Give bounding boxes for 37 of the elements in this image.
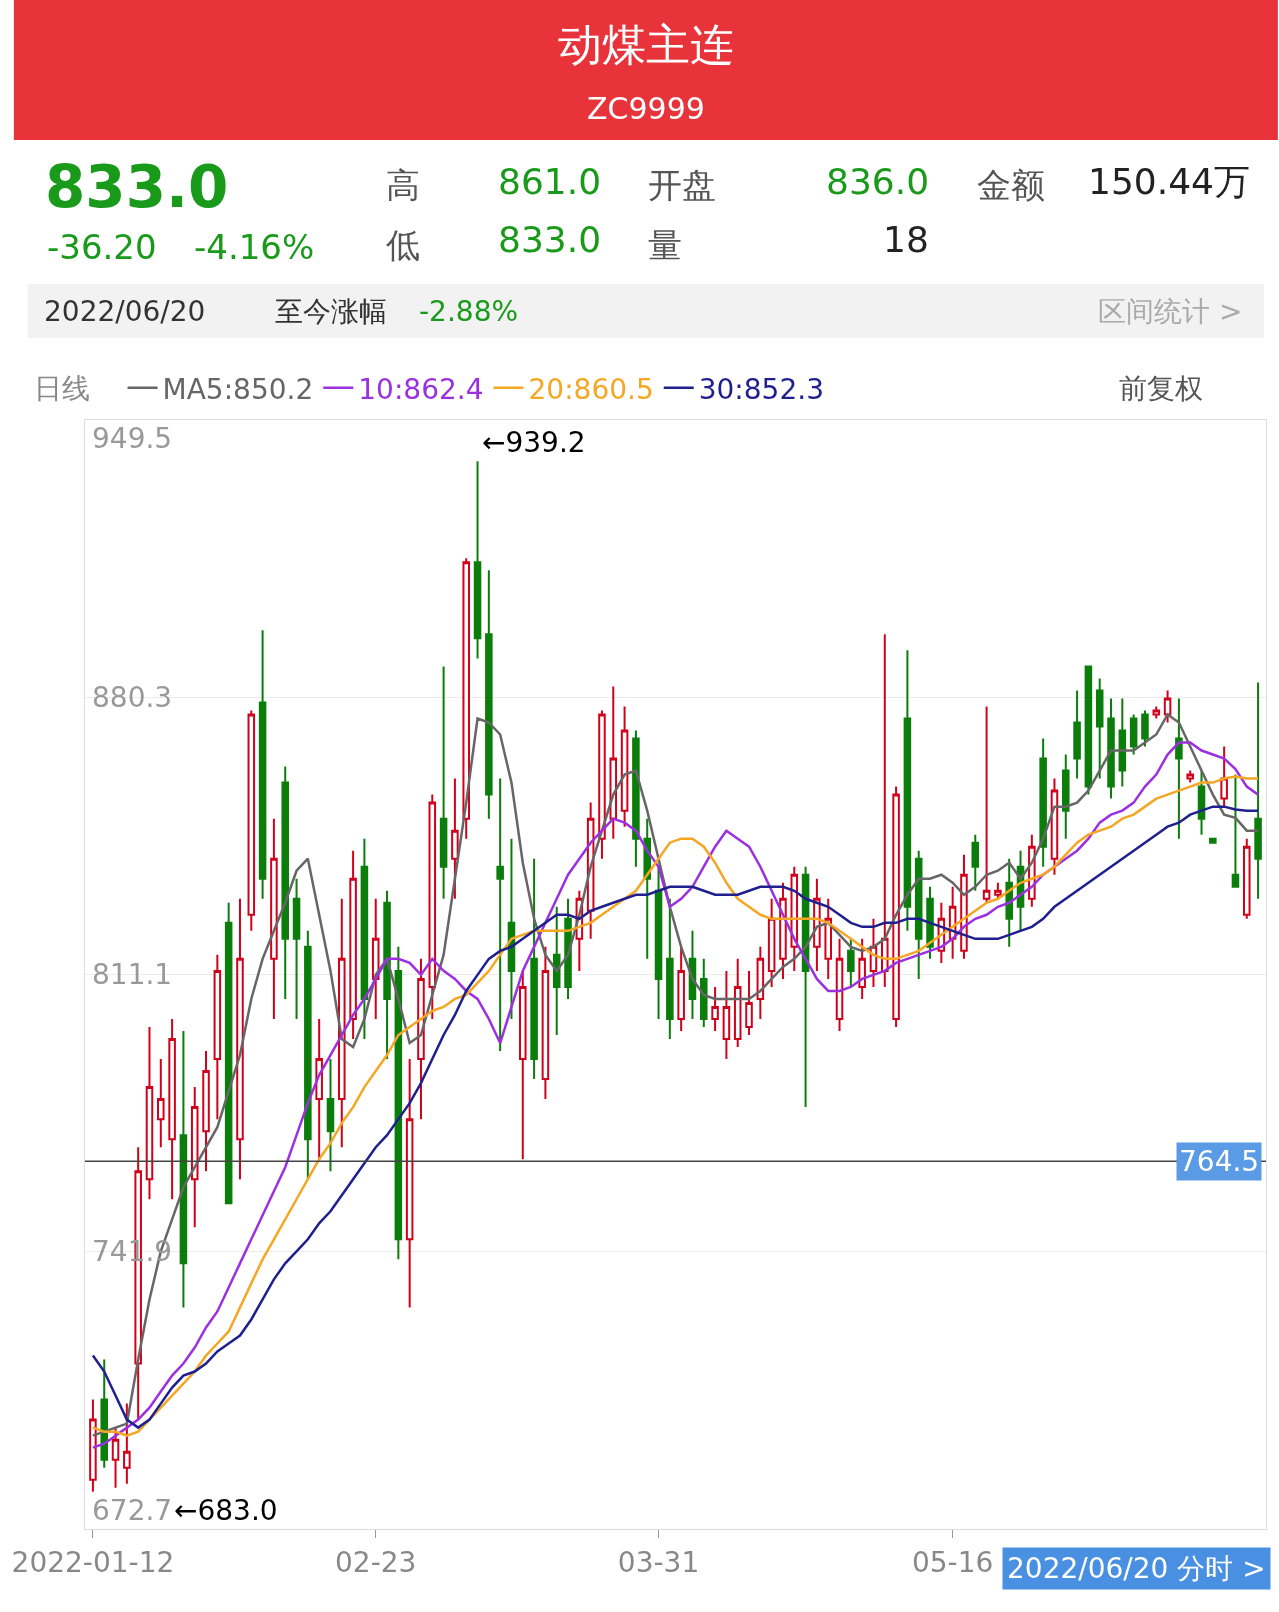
text: 833.0 — [45, 153, 229, 221]
annotation: ←939.2 — [482, 426, 586, 459]
y-tick-label: 672.7 — [92, 1494, 173, 1527]
text: 至今涨幅 — [275, 295, 387, 328]
text: 861.0 — [498, 161, 602, 202]
x-tick-label: 02-23 — [335, 1545, 417, 1579]
x-tick-label: 05-16 — [911, 1545, 994, 1579]
x-tick-label: 03-31 — [617, 1545, 700, 1579]
text: -2.88% — [419, 295, 519, 328]
ref-line-label: 764.5 — [1179, 1145, 1260, 1178]
text: -4.16% — [194, 227, 315, 267]
text: 2022/06/20 分时 > — [1007, 1552, 1266, 1585]
annotation: ←683.0 — [174, 1494, 278, 1527]
text: 高 — [386, 165, 420, 205]
text: 金额 — [977, 165, 1045, 205]
y-tick-label: 880.3 — [92, 681, 173, 714]
text: 前复权 — [1119, 372, 1203, 405]
text: 833.0 — [498, 219, 602, 260]
text: 18 — [883, 219, 929, 260]
chart-title: 动煤主连 — [558, 19, 734, 70]
text: 开盘 — [648, 165, 716, 205]
text: 2022/06/20 — [44, 295, 206, 328]
chart-subtitle: ZC9999 — [587, 91, 705, 126]
legend-label: 10:862.4 — [358, 372, 484, 406]
text: 日线 — [34, 372, 90, 405]
legend-label: 20:860.5 — [528, 372, 654, 406]
legend-label: 30:852.3 — [698, 372, 824, 406]
text: 低 — [386, 225, 420, 265]
legend-label: MA5:850.2 — [162, 372, 314, 406]
text: -36.20 — [47, 227, 157, 267]
x-tick-label: 2022-01-12 — [11, 1545, 175, 1579]
y-tick-label: 949.5 — [92, 422, 173, 455]
text: 区间统计 > — [1098, 295, 1243, 328]
y-tick-label: 811.1 — [92, 958, 173, 991]
text: 836.0 — [826, 161, 930, 202]
text: 量 — [648, 225, 682, 265]
text: 150.44万 — [1088, 161, 1250, 202]
